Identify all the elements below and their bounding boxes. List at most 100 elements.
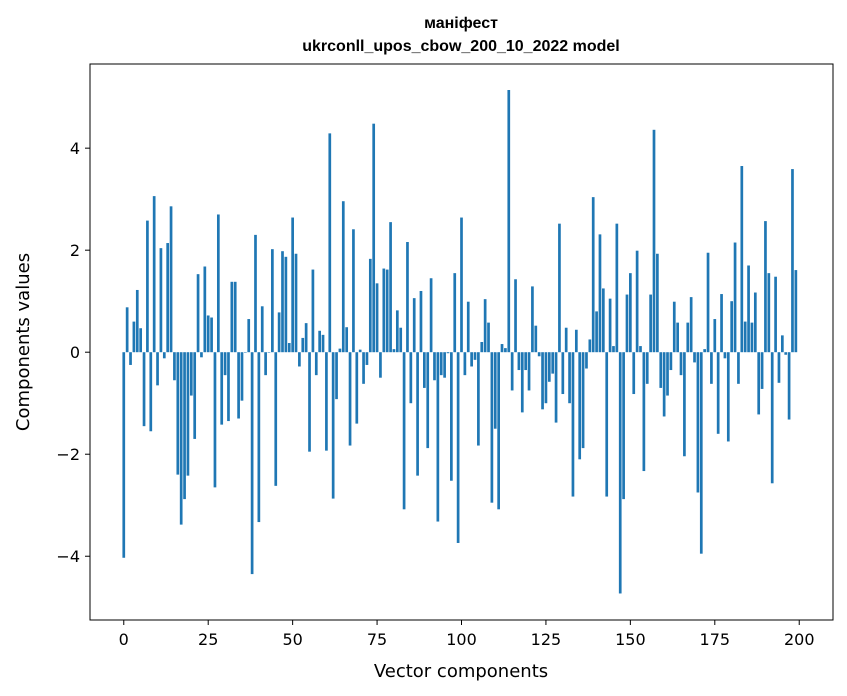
bar-33 xyxy=(233,281,237,353)
bar-6 xyxy=(142,352,146,427)
bar-141 xyxy=(598,234,602,353)
bar-0 xyxy=(122,352,126,558)
bar-35 xyxy=(240,352,244,401)
bar-145 xyxy=(612,346,615,353)
bar-66 xyxy=(345,327,349,353)
bar-89 xyxy=(423,352,426,388)
bar-124 xyxy=(541,352,544,410)
bar-186 xyxy=(750,322,754,353)
bar-159 xyxy=(659,352,663,388)
bar-187 xyxy=(753,292,757,353)
bar-119 xyxy=(524,352,528,371)
bar-126 xyxy=(547,352,551,382)
bar-55 xyxy=(308,352,311,452)
bar-26 xyxy=(210,317,213,353)
bar-175 xyxy=(713,319,717,353)
bar-107 xyxy=(483,299,487,353)
bar-129 xyxy=(558,223,561,353)
bar-12 xyxy=(162,352,166,359)
bar-171 xyxy=(699,352,703,554)
bar-29 xyxy=(220,352,224,425)
bar-8 xyxy=(149,352,153,432)
bar-125 xyxy=(544,352,548,404)
bar-190 xyxy=(764,221,767,353)
x-axis-ticks: 0 25 50 75 100 125 150 175 200 xyxy=(119,620,815,649)
bar-16 xyxy=(176,352,180,475)
bar-192 xyxy=(770,352,774,484)
bar-183 xyxy=(740,166,744,353)
y-tick-label: 2 xyxy=(70,241,80,260)
bar-197 xyxy=(787,352,791,420)
bar-98 xyxy=(453,273,457,353)
bar-32 xyxy=(230,281,234,353)
x-tick-label: 200 xyxy=(784,630,815,649)
bar-160 xyxy=(662,352,666,417)
y-tick-label: −4 xyxy=(56,547,80,566)
bar-157 xyxy=(652,129,656,353)
bar-92 xyxy=(433,352,436,381)
bar-182 xyxy=(737,352,740,384)
bar-80 xyxy=(392,349,396,353)
bar-59 xyxy=(321,334,325,353)
bar-36 xyxy=(244,352,247,353)
bar-54 xyxy=(304,323,308,353)
bar-127 xyxy=(551,352,555,374)
bar-42 xyxy=(264,352,267,376)
x-tick-label: 25 xyxy=(198,630,218,649)
bar-148 xyxy=(622,352,625,500)
x-tick-label: 50 xyxy=(282,630,302,649)
bar-121 xyxy=(531,286,534,353)
bar-19 xyxy=(186,352,190,476)
bar-34 xyxy=(237,352,240,419)
bar-151 xyxy=(632,352,636,395)
bar-56 xyxy=(311,269,315,353)
bar-137 xyxy=(585,352,588,369)
bar-31 xyxy=(227,352,230,422)
bar-130 xyxy=(561,352,565,395)
bar-50 xyxy=(291,217,294,353)
bar-74 xyxy=(372,123,376,353)
bar-100 xyxy=(460,217,463,353)
bars-group xyxy=(122,90,798,594)
bar-116 xyxy=(514,279,517,353)
x-tick-label: 100 xyxy=(446,630,477,649)
bar-61 xyxy=(328,133,332,353)
bar-164 xyxy=(676,322,679,353)
x-tick-label: 0 xyxy=(119,630,129,649)
bar-41 xyxy=(260,306,264,353)
bar-103 xyxy=(470,352,473,367)
bar-72 xyxy=(365,352,369,365)
y-axis-ticks: −4 −2 0 2 4 xyxy=(56,139,90,566)
bar-161 xyxy=(666,352,669,396)
bar-17 xyxy=(179,352,183,525)
bar-77 xyxy=(382,268,386,353)
bar-156 xyxy=(649,294,652,353)
bar-52 xyxy=(298,352,301,367)
bar-115 xyxy=(510,352,514,391)
bar-154 xyxy=(642,352,646,472)
bar-9 xyxy=(152,196,156,353)
bar-135 xyxy=(578,352,582,460)
bar-168 xyxy=(689,297,693,353)
bar-144 xyxy=(608,298,612,353)
bar-150 xyxy=(629,273,632,353)
bar-37 xyxy=(247,319,251,353)
bar-176 xyxy=(716,352,720,434)
bar-67 xyxy=(348,352,352,446)
bar-140 xyxy=(595,311,598,353)
bar-73 xyxy=(368,258,372,353)
bar-71 xyxy=(362,352,365,384)
bar-117 xyxy=(517,352,521,371)
x-tick-label: 125 xyxy=(531,630,562,649)
y-axis-label: Components values xyxy=(13,253,34,431)
bar-132 xyxy=(568,352,571,404)
bar-136 xyxy=(581,352,585,449)
bar-179 xyxy=(726,352,730,442)
bar-45 xyxy=(274,352,278,486)
bar-185 xyxy=(747,265,750,353)
bar-170 xyxy=(696,352,700,493)
bar-152 xyxy=(635,250,639,353)
bar-118 xyxy=(520,352,524,413)
bar-195 xyxy=(780,335,784,353)
bar-46 xyxy=(277,312,281,353)
